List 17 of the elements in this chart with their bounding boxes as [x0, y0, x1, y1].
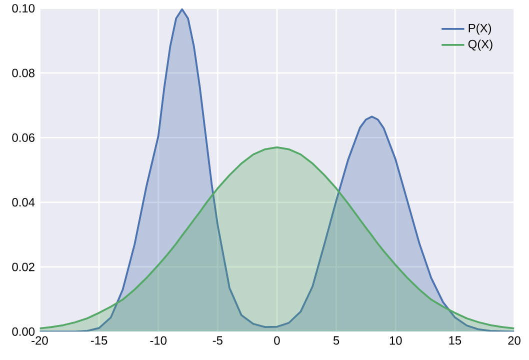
y-tick-label: 0.02 [12, 262, 34, 272]
y-tick-label: 0.04 [12, 198, 35, 207]
legend-label: P(X) [468, 24, 492, 35]
y-tick-label: 0.06 [12, 133, 34, 142]
x-tick-label: 20 [508, 336, 520, 345]
legend-label: Q(X) [468, 40, 492, 51]
x-tick-label: -20 [32, 336, 48, 345]
y-tick-label: 0.00 [12, 327, 35, 336]
x-tick-label: 0 [274, 336, 280, 345]
x-tick-label: -5 [212, 336, 222, 345]
x-tick-label: -10 [150, 336, 167, 345]
y-tick-label: 0.08 [12, 68, 34, 78]
y-tick-label: 0.10 [12, 4, 35, 13]
x-tick-label: 10 [390, 336, 402, 345]
x-tick-label: -15 [90, 336, 108, 345]
x-tick-label: 15 [449, 336, 462, 345]
x-tick-label: 5 [333, 336, 340, 345]
